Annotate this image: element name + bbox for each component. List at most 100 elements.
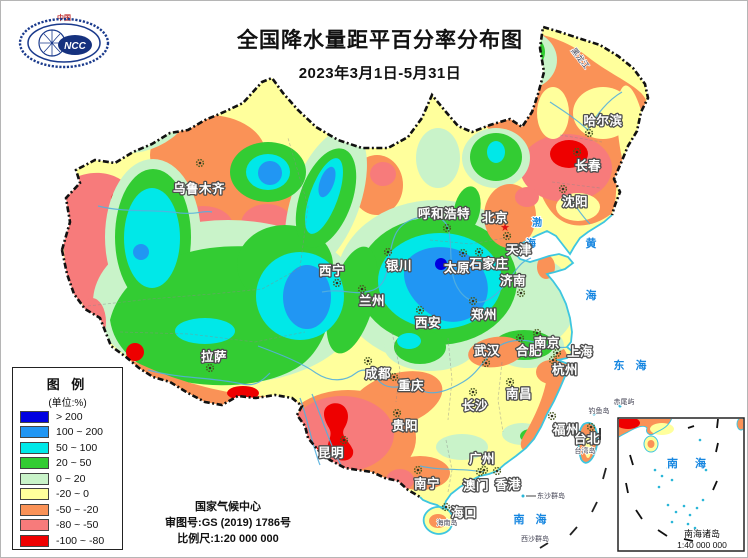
city: 昆明 (317, 435, 349, 461)
legend-swatch (20, 457, 49, 470)
city-label: 成都 (365, 366, 391, 381)
city: 南昌 (505, 377, 533, 402)
city-marker (474, 247, 484, 257)
city-label: 长春 (575, 158, 601, 173)
city-marker (547, 411, 557, 421)
inset-islands (653, 438, 708, 530)
city: 银川 (383, 247, 413, 274)
legend-item: -50 ~ -20 (13, 502, 122, 518)
legend-item: 0 ~ 20 (13, 471, 122, 487)
city: 长沙 (461, 387, 489, 414)
city-marker (492, 466, 502, 476)
org-name: 国家气候中心 (195, 501, 261, 513)
city: 乌鲁木齐 (172, 158, 226, 197)
city: 广州 (468, 450, 496, 475)
legend-swatch (20, 488, 49, 501)
city-marker-dot (208, 366, 212, 370)
city: 太原 (443, 248, 471, 276)
city-label: 海口 (451, 505, 477, 520)
city-marker (475, 467, 485, 477)
city: 南京 (533, 328, 561, 351)
city: 香港 (492, 466, 522, 493)
city-marker (441, 502, 451, 512)
city-marker (442, 223, 452, 233)
city-label: 香港 (494, 477, 521, 492)
legend-swatch (20, 503, 49, 516)
legend-label: > 200 (56, 410, 83, 423)
city-marker (389, 372, 399, 382)
rivers (97, 91, 623, 473)
city-label: 北京 (482, 210, 508, 225)
city-marker (481, 358, 491, 368)
city-label: 南昌 (506, 386, 532, 401)
city-marker (572, 147, 582, 157)
legend-swatch (20, 410, 49, 423)
sea-label: 渤 (532, 216, 542, 229)
inset-caption: 南海诸岛 (684, 528, 720, 539)
legend-item: > 200 (13, 409, 122, 425)
nine-dash-line (539, 428, 607, 549)
legend-label: 0 ~ 20 (56, 472, 86, 485)
city-marker-dot (395, 411, 399, 415)
city-marker-dot (471, 390, 475, 394)
city-marker-dot (518, 336, 522, 340)
city-marker-dot (519, 291, 523, 295)
city-marker (357, 284, 367, 294)
legend-label: -50 ~ -20 (56, 503, 99, 516)
city: 台北 (573, 422, 601, 447)
city: 呼和浩特 (417, 205, 471, 233)
city-marker-dot (561, 187, 565, 191)
city-label: 兰州 (359, 293, 385, 308)
page-subtitle: 2023年3月1日-5月31日 (298, 65, 462, 82)
legend-swatch (20, 441, 49, 454)
city-label: 济南 (500, 273, 526, 288)
city-marker (516, 288, 526, 298)
legend-title: 图 例 (46, 377, 89, 392)
city-label: 银川 (386, 258, 412, 273)
city: 海口 (441, 502, 478, 521)
legend-swatch (20, 519, 49, 532)
city-marker (502, 231, 512, 241)
city-marker-dot (461, 251, 465, 255)
approval-number: 审图号:GS (2019) 1786号 (165, 517, 291, 529)
city-marker (339, 435, 349, 445)
city-label: 乌鲁木齐 (173, 181, 225, 196)
city-marker-dot (575, 150, 579, 154)
inset-sea-label: 南 海 (667, 456, 709, 470)
city-marker-dot (418, 308, 422, 312)
city: 成都 (364, 356, 392, 382)
city-label: 南宁 (414, 476, 440, 491)
city-marker (584, 128, 594, 138)
capital-star-marker: ★ (500, 222, 510, 234)
city: 拉萨 (200, 348, 228, 373)
city-label: 广州 (469, 451, 495, 466)
city-marker-dot (335, 281, 339, 285)
city-label: 长沙 (462, 398, 488, 413)
city-marker (479, 465, 489, 475)
legend-label: 20 ~ 50 (56, 457, 92, 470)
city-label: 贵阳 (392, 418, 418, 433)
city-label: 太原 (444, 260, 470, 275)
legend-item: -100 ~ -80 (13, 533, 122, 549)
sea-label: 黄 (586, 236, 597, 250)
sea-label: 海 (586, 288, 597, 302)
city-marker (195, 158, 205, 168)
legend-item: 50 ~ 100 (13, 440, 122, 456)
city-marker (468, 296, 478, 306)
city-label: 上海 (567, 344, 593, 359)
island-label: 西沙群岛 (521, 534, 549, 543)
ncc-logo: 中国 NCC (18, 13, 110, 69)
city-marker-dot (535, 331, 539, 335)
legend-label: -80 ~ -50 (56, 519, 99, 532)
legend-swatch (20, 534, 49, 547)
city-marker (458, 248, 468, 258)
legend-item: -80 ~ -50 (13, 518, 122, 534)
city-marker-dot (555, 351, 559, 355)
legend-label: 50 ~ 100 (56, 441, 98, 454)
legend-item: 20 ~ 50 (13, 456, 122, 472)
city-marker-dot (505, 234, 509, 238)
city-marker-dot (495, 469, 499, 473)
city-label: 合肥 (516, 343, 542, 358)
city: 贵阳 (391, 408, 419, 434)
